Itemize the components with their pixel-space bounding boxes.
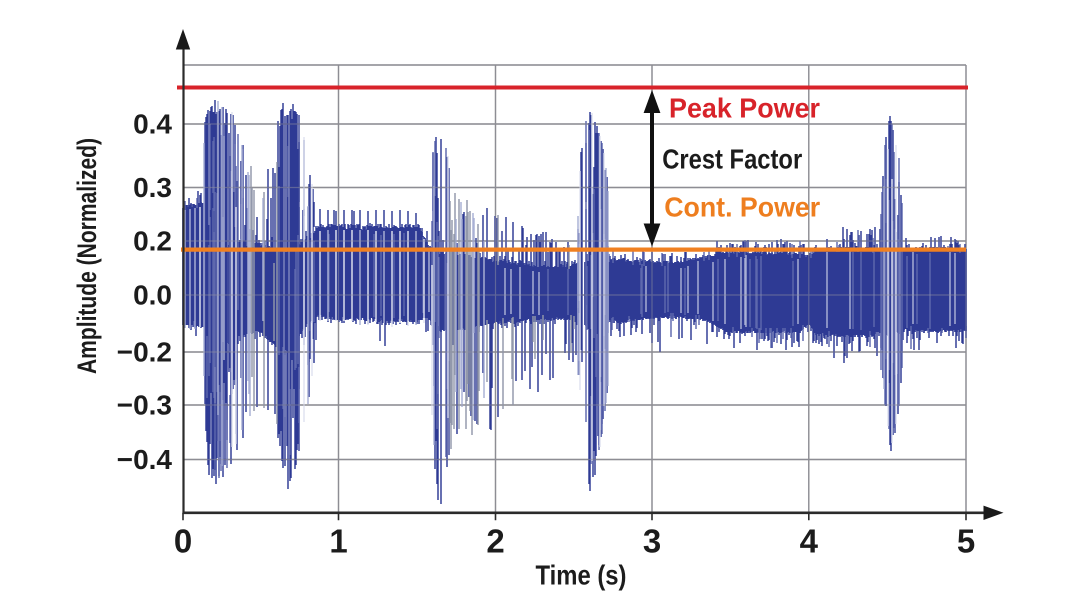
svg-text:Crest Factor: Crest Factor [662,144,802,175]
svg-text:0.0: 0.0 [133,280,172,311]
svg-text:0.4: 0.4 [133,109,172,140]
svg-text:0: 0 [174,523,192,560]
svg-text:1: 1 [329,523,347,560]
svg-text:−0.2: −0.2 [117,337,172,368]
svg-text:4: 4 [800,523,819,560]
svg-text:Cont. Power: Cont. Power [664,192,820,223]
svg-text:Time (s): Time (s) [536,560,627,591]
svg-text:2: 2 [486,523,504,560]
svg-text:Peak Power: Peak Power [669,93,820,124]
svg-text:Amplitude (Normalized): Amplitude (Normalized) [72,138,102,374]
svg-text:3: 3 [643,523,661,560]
svg-text:5: 5 [957,523,975,560]
svg-text:−0.4: −0.4 [117,444,173,475]
svg-text:0.2: 0.2 [133,226,172,257]
svg-text:0.3: 0.3 [133,172,172,203]
svg-text:−0.3: −0.3 [117,390,172,421]
